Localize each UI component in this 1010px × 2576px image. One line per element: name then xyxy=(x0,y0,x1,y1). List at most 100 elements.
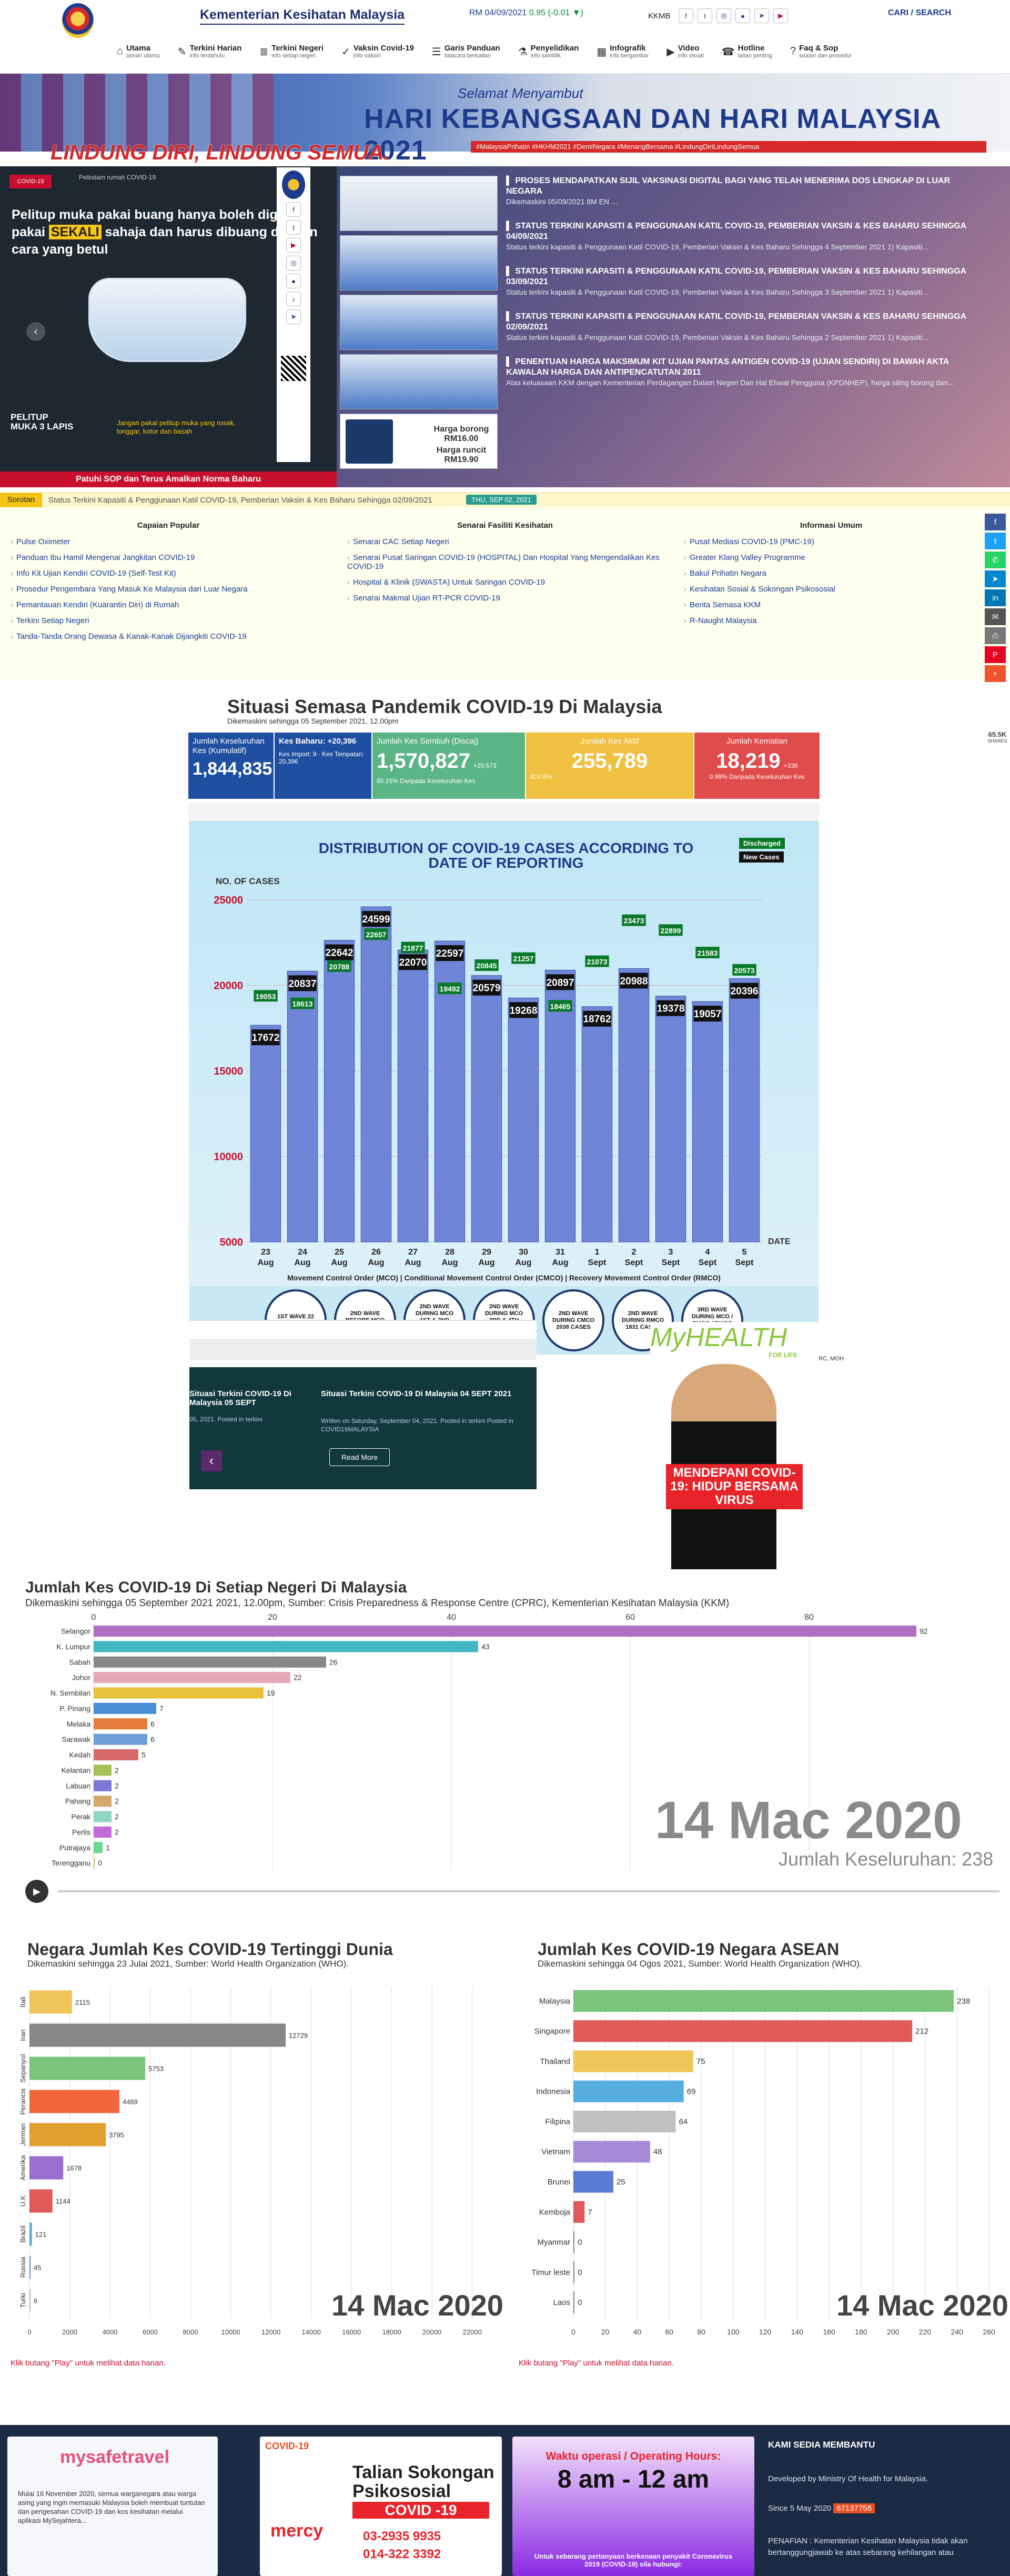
link-item[interactable]: Info Kit Ujian Kendiri COVID-19 (Self-Te… xyxy=(11,569,326,578)
link-item[interactable]: Berita Semasa KKM xyxy=(684,600,978,609)
kkm-logo[interactable] xyxy=(62,3,94,38)
myhealth-ad[interactable]: MyHEALTH FOR LIFE MENDEPANI COVID-19: HI… xyxy=(650,1322,819,1569)
flickr-icon[interactable]: ● xyxy=(735,8,750,23)
bar-new-cases xyxy=(471,975,502,1242)
play-button[interactable]: ▶ xyxy=(25,1880,48,1903)
news-thumb[interactable] xyxy=(340,354,498,409)
card-value: 1,844,835 xyxy=(193,759,272,779)
link-item[interactable]: Hospital & Klinik (SWASTA) Untuk Saringa… xyxy=(347,578,663,587)
flickr-icon[interactable]: ● xyxy=(286,274,301,288)
facebook-icon[interactable]: f xyxy=(286,202,301,217)
link-item[interactable]: Greater Klang Valley Programme xyxy=(684,553,978,562)
nav-utama[interactable]: ⌂ Utama laman utama xyxy=(117,44,160,65)
instagram-icon[interactable]: ◎ xyxy=(286,256,301,270)
nav-terkini-negeri[interactable]: ≣ Terkini Negeri info setiap negeri xyxy=(259,44,324,65)
tiktok-icon[interactable]: ♪ xyxy=(286,292,301,306)
bar-value-label: 2115 xyxy=(75,1998,90,2006)
news-item[interactable]: STATUS TERKINI KAPASITI & PENGGUNAAN KAT… xyxy=(506,266,987,297)
news-title[interactable]: STATUS TERKINI KAPASITI & PENGGUNAAN KAT… xyxy=(506,221,987,242)
youtube-icon[interactable]: ▶ xyxy=(286,238,301,253)
linkedin-icon[interactable]: in xyxy=(985,589,1006,606)
twitter-icon[interactable]: t xyxy=(286,220,301,235)
asean-play-hint[interactable]: Klik butang "Play" untuk melihat data ha… xyxy=(519,2359,674,2368)
twitter-icon[interactable]: t xyxy=(698,8,712,23)
news-title[interactable]: PROSES MENDAPATKAN SIJIL VAKSINASI DIGIT… xyxy=(506,176,987,197)
bar-value-label: 92 xyxy=(920,1627,928,1636)
bar xyxy=(94,1857,95,1869)
mysafetravel-card[interactable]: mysafetravel Mulai 16 November 2020, sem… xyxy=(7,2437,218,2576)
instagram-icon[interactable]: ◎ xyxy=(716,8,731,23)
link-item[interactable]: Kesihatan Sosial & Sokongan Psikososial xyxy=(684,585,978,594)
link-item[interactable]: Terkini Setiap Negeri xyxy=(11,616,326,625)
link-item[interactable]: Panduan Ibu Hamil Mengenai Jangkitan COV… xyxy=(11,553,326,562)
slide-prev-icon[interactable]: ‹ xyxy=(26,322,45,341)
mysafetravel-text: Mulai 16 November 2020, semua warganegar… xyxy=(18,2490,205,2524)
bar xyxy=(573,2171,613,2193)
youtube-icon[interactable]: ▶ xyxy=(773,8,788,23)
news-title[interactable]: STATUS TERKINI KAPASITI & PENGGUNAAN KAT… xyxy=(506,312,987,333)
myhealth-headline: MENDEPANI COVID-19: HIDUP BERSAMA VIRUS xyxy=(666,1464,803,1509)
email-icon[interactable]: ✉ xyxy=(985,608,1006,625)
link-item[interactable]: Tanda-Tanda Orang Dewasa & Kanak-Kanak D… xyxy=(11,632,326,641)
link-item[interactable]: Pulse Oximeter xyxy=(11,537,326,546)
link-item[interactable]: Pusat Mediasi COVID-19 (PMC-19) xyxy=(684,537,978,546)
news-thumb[interactable] xyxy=(340,235,498,290)
search-link[interactable]: CARI / SEARCH xyxy=(888,8,952,17)
site-title[interactable]: Kementerian Kesihatan Malaysia xyxy=(200,7,405,25)
kkmb-label[interactable]: KKMB xyxy=(648,12,671,21)
timeline-slider[interactable] xyxy=(58,1890,999,1892)
bar-value-bg xyxy=(693,1006,722,1022)
x-tick-label: 40 xyxy=(633,2328,642,2336)
category-label: U.K xyxy=(19,2195,27,2207)
nav-infografik[interactable]: ▦ Infografik info bergambar xyxy=(597,44,649,65)
pinterest-icon[interactable]: P xyxy=(985,646,1006,663)
link-item[interactable]: Senarai CAC Setiap Negeri xyxy=(347,537,663,546)
telegram-icon[interactable]: ➤ xyxy=(286,309,301,324)
link-item[interactable]: Pemantauan Kendiri (Kuarantin Diri) di R… xyxy=(11,600,326,609)
twitter-icon[interactable]: t xyxy=(985,533,1006,549)
nav-vaksin[interactable]: ✓ Vaksin Covid-19 info vaksin xyxy=(341,44,414,65)
link-item[interactable]: R-Naught Malaysia xyxy=(684,616,978,625)
more-share-icon[interactable]: + xyxy=(985,665,1006,682)
link-item[interactable]: Senarai Pusat Saringan COVID-19 (HOSPITA… xyxy=(347,553,663,571)
telegram-icon[interactable]: ➤ xyxy=(985,570,1006,587)
share-count: 65.5K SHARES xyxy=(985,730,1010,744)
waktu-card[interactable]: Waktu operasi / Operating Hours: 8 am - … xyxy=(512,2437,754,2576)
talian-card[interactable]: COVID-19 Talian Sokongan Psikososial COV… xyxy=(260,2437,502,2576)
facebook-icon[interactable]: f xyxy=(985,514,1006,530)
nav-video[interactable]: ▶ Video info visual xyxy=(666,44,703,65)
nav-garis-panduan[interactable]: ☰ Garis Panduan tatacara berkaitan xyxy=(432,44,500,65)
news-item[interactable]: PENENTUAN HARGA MAKSIMUM KIT UJIAN PANTA… xyxy=(506,357,987,387)
whatsapp-icon[interactable]: ✆ xyxy=(985,552,1006,568)
read-more-button[interactable]: Read More xyxy=(329,1448,390,1466)
facebook-icon[interactable]: f xyxy=(679,8,693,23)
nav-faq[interactable]: ? Faq & Sop soalan dan prosedur xyxy=(790,44,852,65)
nav-terkini-harian[interactable]: ✎ Terkini Harian info terdahulu xyxy=(178,44,242,65)
slider-prev-icon[interactable]: ‹ xyxy=(201,1450,222,1471)
news-title[interactable]: STATUS TERKINI KAPASITI & PENGGUNAAN KAT… xyxy=(506,266,987,287)
link-item[interactable]: Bakul Prihatin Negara xyxy=(684,569,978,578)
x-tick-label: 80 xyxy=(697,2328,705,2336)
news-thumb[interactable] xyxy=(340,295,498,350)
bar-value-label: 5753 xyxy=(148,2064,164,2072)
news-item[interactable]: PROSES MENDAPATKAN SIJIL VAKSINASI DIGIT… xyxy=(506,176,987,206)
slide-item-title[interactable]: Situasi Terkini COVID-19 Di Malaysia 04 … xyxy=(321,1389,512,1398)
print-icon[interactable]: ⎙ xyxy=(985,627,1006,644)
slide-item-title[interactable]: Situasi Terkini COVID-19 Di Malaysia 05 … xyxy=(189,1389,291,1407)
link-item[interactable]: Senarai Makmal Ujian RT-PCR COVID-19 xyxy=(347,594,663,603)
sorotan-text[interactable]: Status Terkini Kapasiti & Penggunaan Kat… xyxy=(48,496,432,505)
world-play-hint[interactable]: Klik butang "Play" untuk melihat data ha… xyxy=(11,2359,166,2368)
telegram-icon[interactable]: ➤ xyxy=(754,8,769,23)
news-thumb[interactable] xyxy=(340,176,498,231)
link-item[interactable]: Prosedur Pengembara Yang Masuk Ke Malays… xyxy=(11,585,326,594)
nav-penyelidikan[interactable]: ⚗ Penyelidikan info saintifik xyxy=(518,44,579,65)
news-item[interactable]: STATUS TERKINI KAPASITI & PENGGUNAAN KAT… xyxy=(506,221,987,252)
hari-kebangsaan-banner[interactable] xyxy=(0,74,1010,152)
news-thumb[interactable]: Harga borong RM16.00 Harga runcit RM19.9… xyxy=(340,414,498,469)
news-title[interactable]: PENENTUAN HARGA MAKSIMUM KIT UJIAN PANTA… xyxy=(506,357,987,378)
bar xyxy=(29,2057,146,2080)
x-tick-label: 26 xyxy=(371,1248,381,1257)
nav-hotline[interactable]: ☎ Hotline talian penting xyxy=(722,44,772,65)
news-item[interactable]: STATUS TERKINI KAPASITI & PENGGUNAAN KAT… xyxy=(506,312,987,342)
